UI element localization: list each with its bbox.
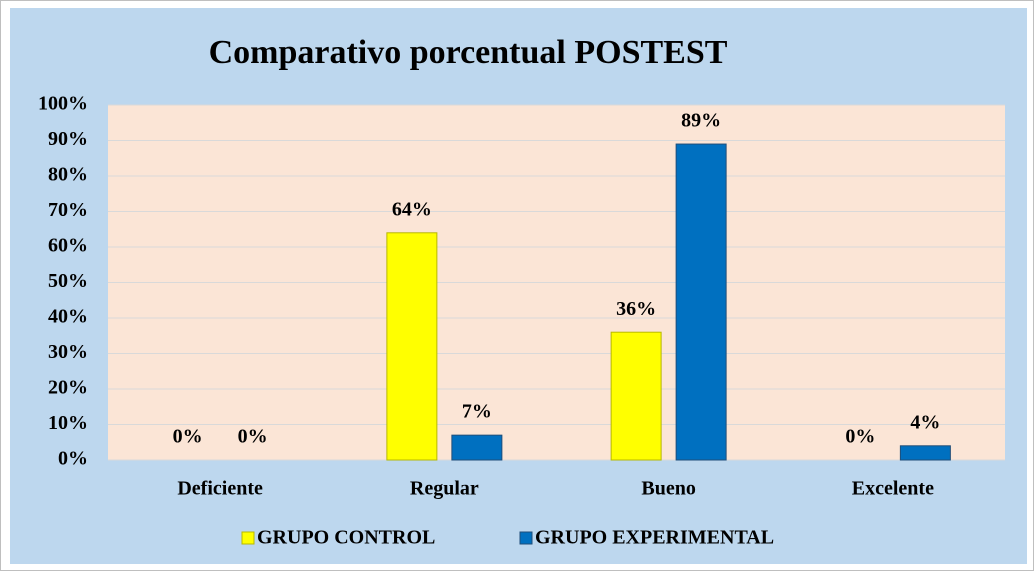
- y-tick-label: 90%: [48, 128, 88, 150]
- chart-title: Comparativo porcentual POSTEST: [209, 34, 728, 71]
- value-label: 0%: [173, 426, 203, 448]
- y-tick-label: 50%: [48, 270, 88, 292]
- y-tick-label: 0%: [58, 448, 88, 470]
- y-tick-label: 60%: [48, 235, 88, 257]
- bar: [610, 331, 662, 461]
- y-tick-label: 40%: [48, 306, 88, 328]
- legend-label: GRUPO EXPERIMENTAL: [535, 527, 774, 549]
- x-tick-label: Deficiente: [177, 478, 263, 500]
- bar: [451, 434, 503, 461]
- value-label: 0%: [845, 426, 875, 448]
- x-tick-label: Bueno: [641, 478, 695, 500]
- bar: [386, 232, 438, 461]
- y-tick-label: 30%: [48, 341, 88, 363]
- x-tick-label: Excelente: [852, 478, 934, 500]
- x-tick-label: Regular: [410, 478, 479, 500]
- value-label: 64%: [392, 198, 432, 220]
- y-tick-label: 100%: [38, 93, 88, 115]
- y-tick-label: 70%: [48, 199, 88, 221]
- legend-swatch: [519, 531, 533, 545]
- value-label: 7%: [462, 401, 492, 423]
- value-label: 4%: [910, 411, 940, 433]
- y-tick-label: 20%: [48, 377, 88, 399]
- legend-swatch: [241, 531, 255, 545]
- bar: [899, 445, 951, 461]
- value-label: 36%: [616, 298, 656, 320]
- bar: [675, 143, 727, 461]
- y-tick-label: 80%: [48, 164, 88, 186]
- value-label: 0%: [238, 426, 268, 448]
- y-tick-label: 10%: [48, 412, 88, 434]
- value-label: 89%: [681, 110, 721, 132]
- legend-label: GRUPO CONTROL: [257, 527, 435, 549]
